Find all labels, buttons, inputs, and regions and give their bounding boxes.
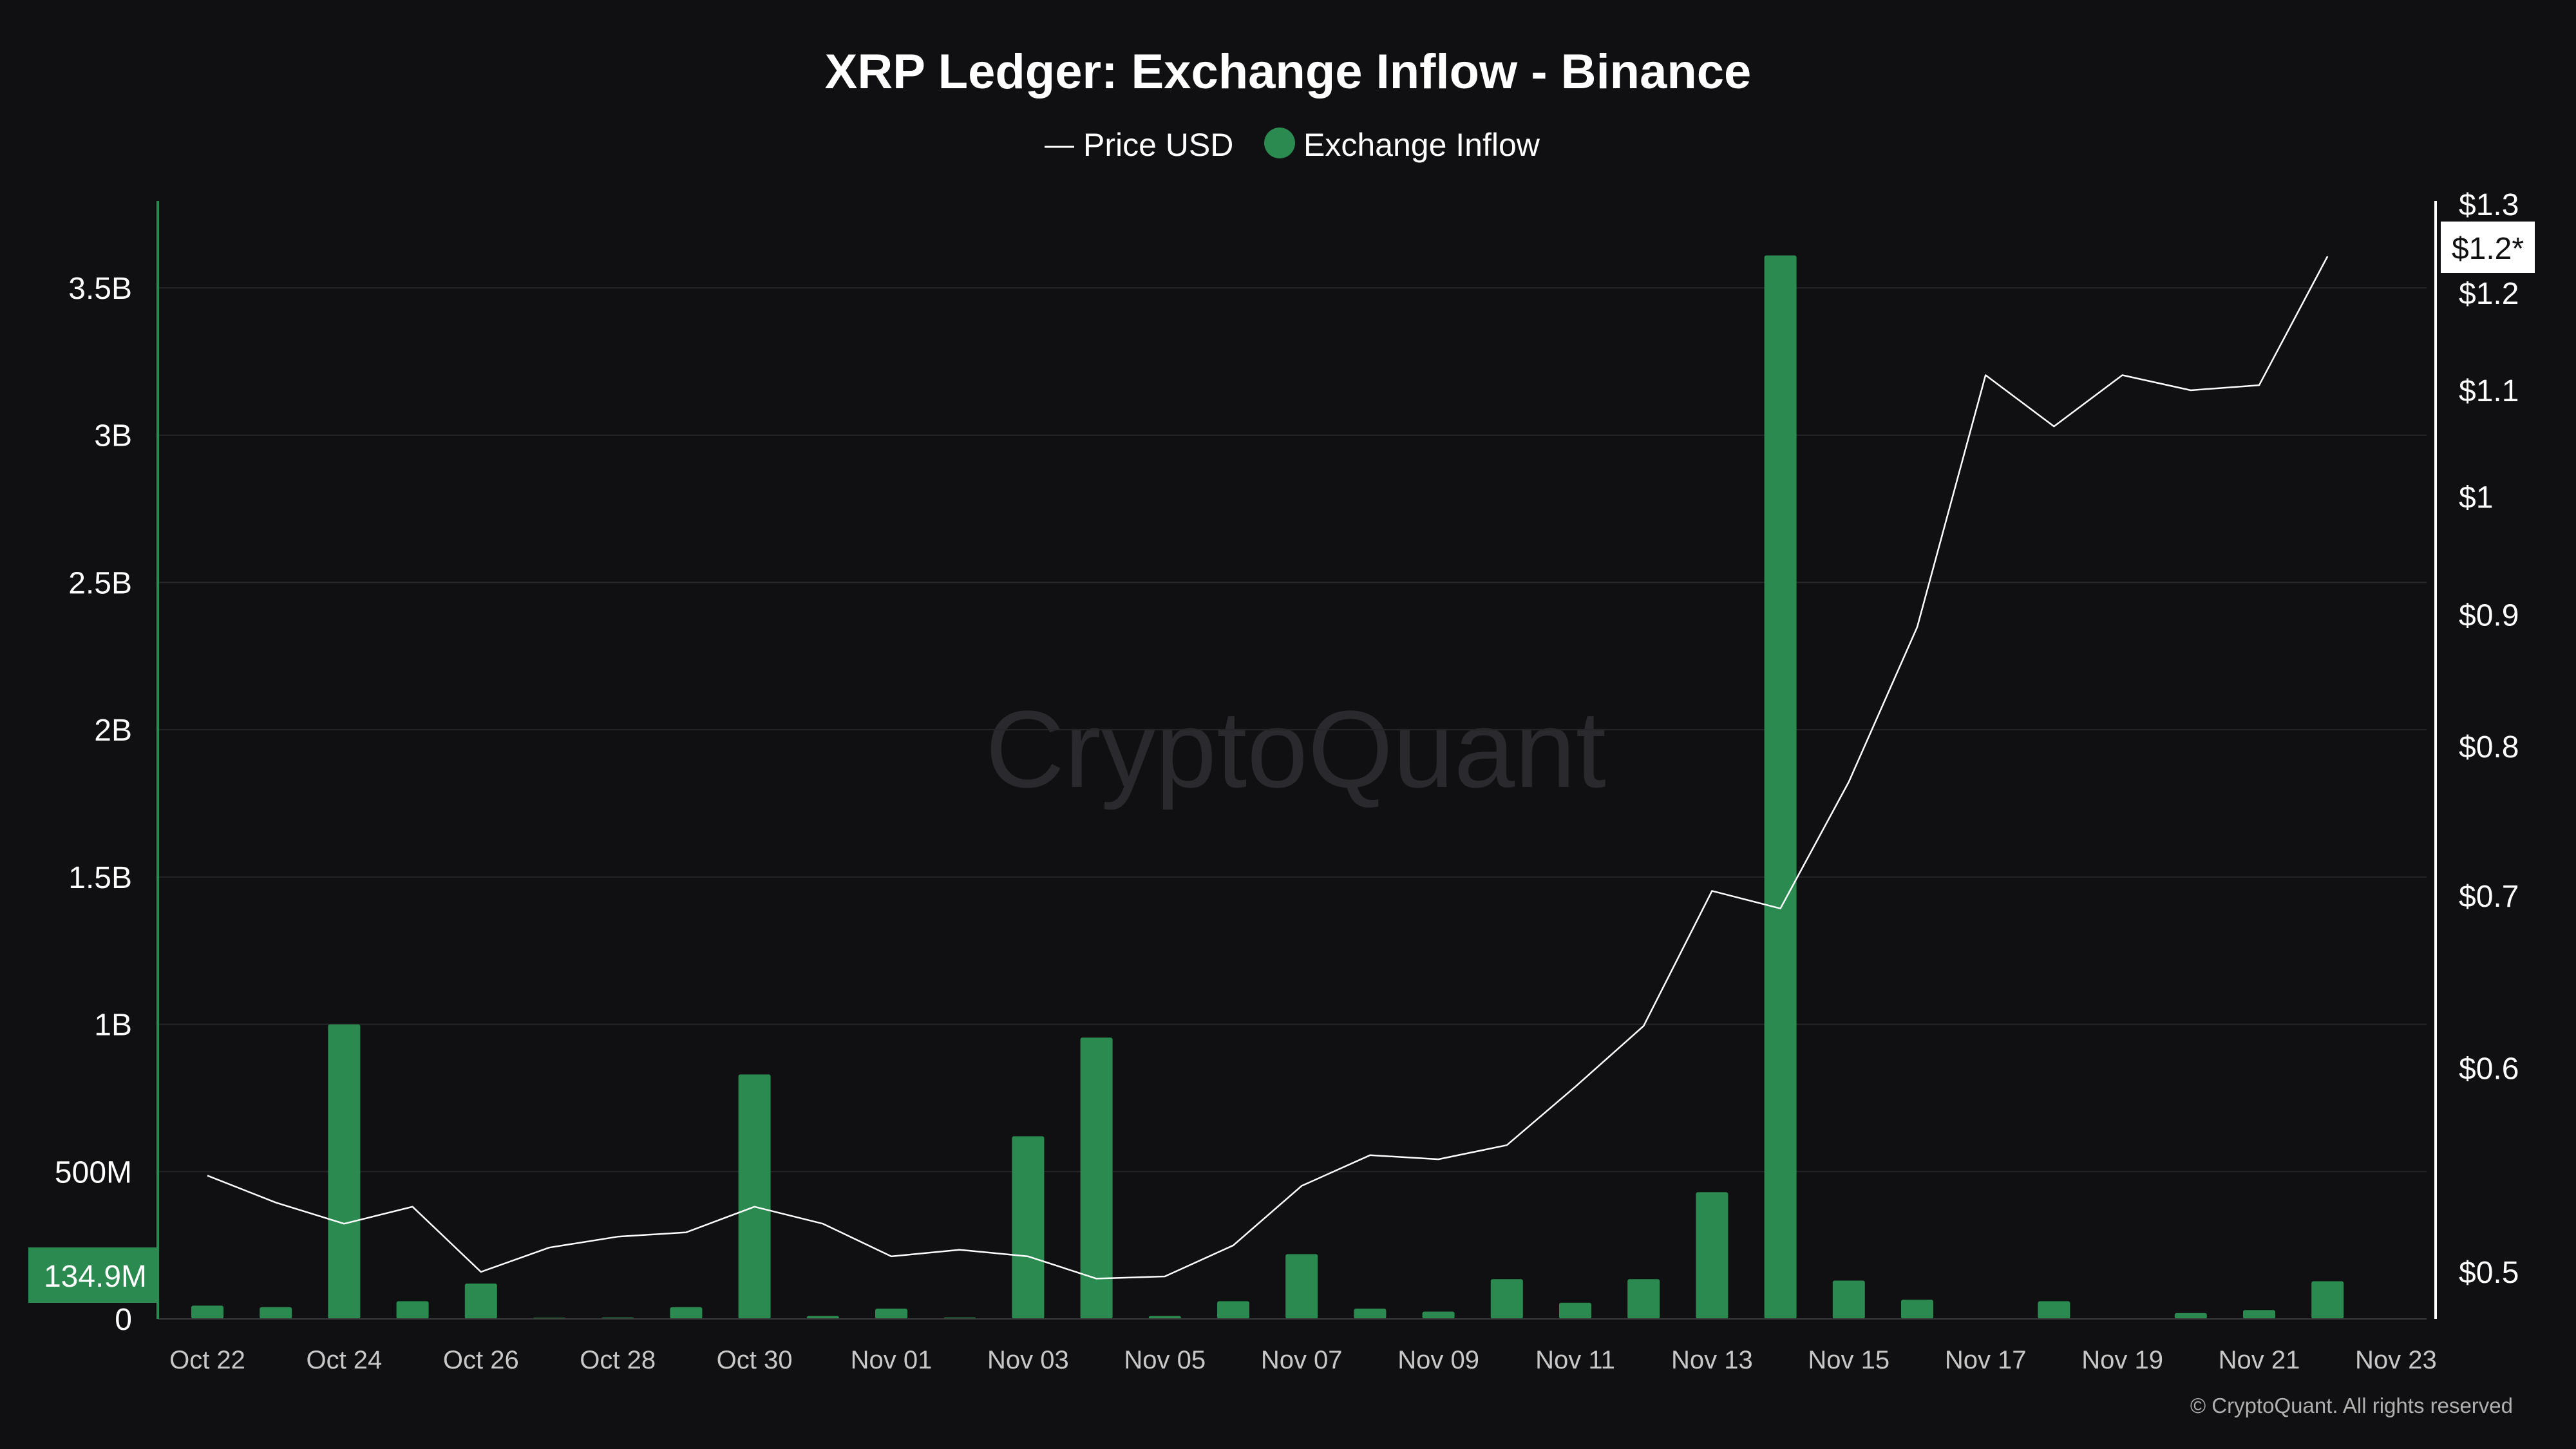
inflow-bar[interactable] bbox=[1490, 1279, 1523, 1319]
y-right-tick-label: $0.9 bbox=[2459, 598, 2519, 632]
inflow-badge-text: 134.9M bbox=[44, 1260, 147, 1294]
inflow-bars bbox=[191, 255, 2344, 1319]
inflow-bar[interactable] bbox=[1696, 1192, 1728, 1319]
y-left-tick-label: 500M bbox=[55, 1155, 132, 1189]
x-tick-label: Nov 13 bbox=[1671, 1346, 1753, 1374]
y-left-tick-label: 2.5B bbox=[68, 566, 132, 600]
x-tick-label: Nov 07 bbox=[1261, 1346, 1343, 1374]
inflow-bar[interactable] bbox=[1901, 1300, 1933, 1319]
y-right-tick-label: $1.2 bbox=[2459, 277, 2519, 311]
y-right-tick-label: $1.3 bbox=[2459, 188, 2519, 222]
x-tick-label: Oct 26 bbox=[443, 1346, 519, 1374]
inflow-current-badge: 134.9M bbox=[28, 1247, 157, 1303]
legend-price-label[interactable]: Price USD bbox=[1083, 127, 1233, 163]
inflow-bar[interactable] bbox=[1354, 1308, 1387, 1319]
inflow-bar[interactable] bbox=[1832, 1280, 1865, 1319]
inflow-badge-box bbox=[28, 1247, 157, 1303]
inflow-bar[interactable] bbox=[2311, 1281, 2344, 1319]
x-tick-label: Oct 28 bbox=[580, 1346, 656, 1374]
legend-inflow-swatch bbox=[1264, 128, 1295, 158]
y-right-tick-label: $0.7 bbox=[2459, 880, 2519, 914]
inflow-bar[interactable] bbox=[191, 1305, 223, 1319]
x-tick-label: Nov 19 bbox=[2081, 1346, 2163, 1374]
x-tick-label: Nov 17 bbox=[1945, 1346, 2027, 1374]
inflow-bar[interactable] bbox=[1422, 1311, 1455, 1319]
inflow-bar[interactable] bbox=[1764, 255, 1797, 1319]
x-tick-label: Nov 09 bbox=[1397, 1346, 1479, 1374]
y-left-tick-label: 1.5B bbox=[68, 861, 132, 895]
x-tick-label: Nov 03 bbox=[987, 1346, 1069, 1374]
y-left-tick-label: 2B bbox=[94, 714, 132, 748]
inflow-bar[interactable] bbox=[396, 1301, 429, 1319]
price-usd-line[interactable] bbox=[207, 256, 2329, 1280]
y-right-tick-label: $1.1 bbox=[2459, 374, 2519, 408]
chart-title: XRP Ledger: Exchange Inflow - Binance bbox=[825, 44, 1752, 99]
y-left-tick-label: 1B bbox=[94, 1009, 132, 1043]
y-right-tick-label: $1 bbox=[2459, 480, 2493, 515]
inflow-bar[interactable] bbox=[1627, 1279, 1660, 1319]
price-current-badge: $1.2* bbox=[2441, 222, 2535, 273]
inflow-bar[interactable] bbox=[2174, 1312, 2207, 1319]
x-tick-label: Nov 01 bbox=[851, 1346, 933, 1374]
x-tick-label: Oct 22 bbox=[169, 1346, 245, 1374]
x-tick-label: Nov 11 bbox=[1535, 1346, 1615, 1374]
inflow-bar[interactable] bbox=[875, 1308, 907, 1319]
inflow-bar[interactable] bbox=[670, 1307, 703, 1319]
x-tick-label: Nov 21 bbox=[2219, 1346, 2300, 1374]
x-tick-label: Nov 23 bbox=[2355, 1346, 2437, 1374]
price-badge-box bbox=[2441, 222, 2535, 273]
legend: Price USD Exchange Inflow bbox=[1045, 127, 1540, 163]
inflow-bar[interactable] bbox=[1217, 1301, 1249, 1319]
y-left-tick-label: 3.5B bbox=[68, 272, 132, 306]
price-badge-text: $1.2* bbox=[2452, 232, 2524, 266]
inflow-bar[interactable] bbox=[1559, 1302, 1591, 1319]
legend-inflow-label[interactable]: Exchange Inflow bbox=[1303, 127, 1540, 163]
y-left-tick-label: 0 bbox=[115, 1303, 132, 1337]
inflow-bar[interactable] bbox=[2243, 1310, 2275, 1319]
gridlines bbox=[158, 287, 2427, 1173]
copyright: © CryptoQuant. All rights reserved bbox=[2190, 1394, 2513, 1417]
x-tick-label: Nov 15 bbox=[1808, 1346, 1889, 1374]
y-right-tick-label: $0.5 bbox=[2459, 1256, 2519, 1290]
inflow-bar[interactable] bbox=[1080, 1037, 1113, 1319]
inflow-bar[interactable] bbox=[1012, 1136, 1045, 1319]
inflow-bar[interactable] bbox=[1148, 1316, 1181, 1319]
y-right-tick-label: $0.8 bbox=[2459, 730, 2519, 764]
x-tick-label: Oct 30 bbox=[717, 1346, 793, 1374]
tick-labels: 0 500M 1B 1.5B 2B 2.5B 3B 3.5B $0.5 $0.6 $0.7 $0.8 $… bbox=[55, 188, 2519, 1374]
watermark: CryptoQuant bbox=[985, 688, 1606, 811]
x-tick-label: Oct 24 bbox=[306, 1346, 382, 1374]
inflow-bar[interactable] bbox=[1285, 1254, 1318, 1319]
inflow-bar[interactable] bbox=[806, 1316, 839, 1319]
inflow-bar[interactable] bbox=[464, 1283, 497, 1319]
axes bbox=[156, 201, 2437, 1320]
inflow-bar[interactable] bbox=[2038, 1301, 2070, 1319]
y-right-tick-label: $0.6 bbox=[2459, 1052, 2519, 1086]
inflow-bar[interactable] bbox=[738, 1074, 771, 1319]
inflow-bar[interactable] bbox=[260, 1307, 292, 1319]
inflow-bar[interactable] bbox=[328, 1024, 361, 1319]
y-left-tick-label: 3B bbox=[94, 419, 132, 453]
x-tick-label: Nov 05 bbox=[1124, 1346, 1206, 1374]
price-line-layer bbox=[207, 256, 2329, 1280]
